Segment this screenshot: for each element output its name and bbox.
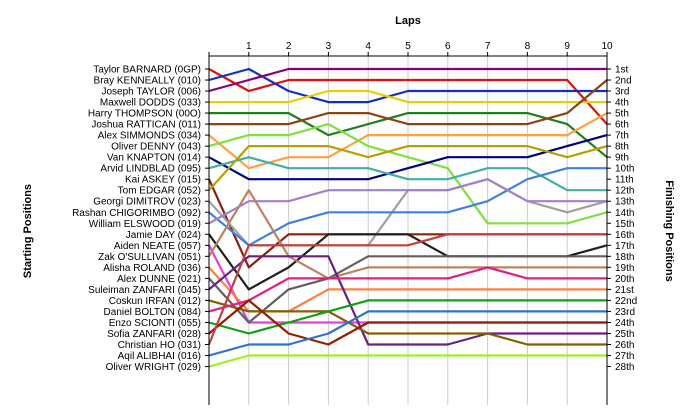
start-label: Maxwell DODDS (033) (100, 98, 201, 109)
series-line-14 (208, 167, 607, 247)
x-tick-label: 8 (525, 41, 531, 52)
start-label: William ELSWOOD (019) (89, 219, 201, 230)
finish-label: 21st (615, 285, 634, 296)
series-line-3 (208, 67, 607, 93)
series-line-24 (208, 299, 607, 335)
finish-label: 12th (615, 186, 634, 197)
left-axis-title: Starting Positions (22, 184, 34, 278)
finish-label: 11th (615, 175, 634, 186)
start-label: Aqil ALIBHAI (016) (118, 351, 201, 362)
series-line-2 (208, 67, 607, 104)
x-tick-label: 3 (326, 41, 332, 52)
finish-label: 2nd (615, 76, 632, 87)
start-label: Oliver DENNY (043) (111, 142, 201, 153)
finish-label: 9th (615, 153, 629, 164)
series-line-20 (208, 255, 607, 324)
start-label: Sofia ZANFARI (028) (107, 329, 201, 340)
start-label: Tom EDGAR (052) (118, 186, 201, 197)
start-label: Bray KENNEALLY (010) (94, 76, 201, 87)
finish-label: 6th (615, 120, 629, 131)
x-tick-label: 2 (286, 41, 292, 52)
axes-frame (205, 52, 611, 405)
x-tick-labels: 1 2 3 4 5 6 7 8 9 10 (246, 41, 613, 52)
start-label: Rashan CHIGORIMBO (092) (72, 208, 201, 219)
x-tick-label: 10 (601, 41, 613, 52)
finish-label: 19th (615, 263, 634, 274)
finish-label: 10th (615, 164, 634, 175)
series-line-28 (208, 354, 607, 368)
x-tick-label: 1 (246, 41, 252, 52)
x-axis-title: Laps (395, 15, 421, 27)
finish-label: 1st (615, 65, 629, 76)
finish-label: 25th (615, 329, 634, 340)
series-line-15 (208, 178, 607, 225)
series-line-6 (209, 79, 608, 126)
start-label: Suleiman ZANFARI (045) (88, 285, 201, 296)
start-label: Jamie DAY (024) (126, 230, 201, 241)
finish-label: 17th (615, 241, 634, 252)
start-label: Joseph TAYLOR (006) (102, 87, 202, 98)
series-line-5 (209, 111, 608, 159)
right-axis-title: Finishing Positions (663, 180, 675, 281)
finish-label: 8th (615, 142, 629, 153)
start-label: Christian HO (031) (118, 340, 201, 351)
finish-label: 16th (615, 230, 634, 241)
series-line-4 (209, 89, 607, 104)
finish-label: 3rd (615, 87, 629, 98)
finishing-position-labels: 1st2nd3rd4th5th6th7th8th9th10th11th12th1… (615, 65, 637, 374)
finish-label: 13th (615, 197, 634, 208)
finish-label: 26th (615, 340, 634, 351)
finish-label: 24th (615, 318, 634, 329)
start-label: Zak O'SULLIVAN (051) (98, 252, 201, 263)
start-label: Harry THOMPSON (00O) (88, 109, 201, 120)
series-line-25 (208, 299, 607, 346)
starting-position-labels: Taylor BARNARD (0GP)Bray KENNEALLY (010)… (72, 65, 201, 374)
start-label: Daniel BOLTON (084) (104, 307, 201, 318)
finish-label: 28th (615, 362, 634, 373)
series-line-8 (208, 122, 608, 225)
x-tick-label: 4 (365, 41, 371, 52)
finish-label: 4th (615, 98, 629, 109)
start-label: Coskun IRFAN (012) (109, 296, 201, 307)
finish-label: 20th (615, 274, 634, 285)
x-tick-label: 5 (405, 41, 411, 52)
finish-label: 7th (615, 131, 629, 142)
series-line-7 (208, 112, 608, 170)
finish-label: 14th (615, 208, 634, 219)
series-line-22 (208, 299, 607, 346)
x-tick-label: 6 (445, 41, 451, 52)
start-label: Oliver WRIGHT (029) (106, 362, 201, 373)
start-label: Alex DUNNE (021) (117, 274, 201, 285)
series-line-12 (208, 145, 608, 191)
finish-label: 18th (615, 252, 634, 263)
x-tick-label: 9 (564, 41, 570, 52)
start-label: Van KNAPTON (014) (107, 153, 201, 164)
series-line-27 (208, 310, 607, 357)
series-line-26 (207, 233, 607, 345)
start-label: Joshua RATTICAN (011) (91, 120, 201, 131)
series-line-9 (208, 134, 608, 181)
start-label: Alisha ROLAND (036) (103, 263, 201, 274)
start-label: Kai ASKEY (015) (125, 175, 201, 186)
x-tick-label: 7 (485, 41, 491, 52)
start-label: Taylor BARNARD (0GP) (93, 65, 201, 76)
start-label: Aiden NEATE (057) (114, 241, 201, 252)
series-line-21 (208, 255, 607, 346)
finish-label: 15th (615, 219, 634, 230)
vertical-gridlines (248, 56, 608, 405)
finish-label: 23rd (615, 307, 635, 318)
series-line-18 (208, 189, 607, 280)
start-label: Alex SIMMONDS (034) (98, 131, 201, 142)
position-series (207, 67, 608, 368)
finish-label: 22nd (615, 296, 637, 307)
finish-label: 27th (615, 351, 634, 362)
series-line-23 (208, 266, 607, 313)
start-label: Arvid LINDBLAD (095) (100, 164, 201, 175)
start-label: Georgi DIMITROV (023) (93, 197, 201, 208)
finish-label: 5th (615, 109, 629, 120)
start-label: Enzo SCIONTI (055) (109, 318, 201, 329)
